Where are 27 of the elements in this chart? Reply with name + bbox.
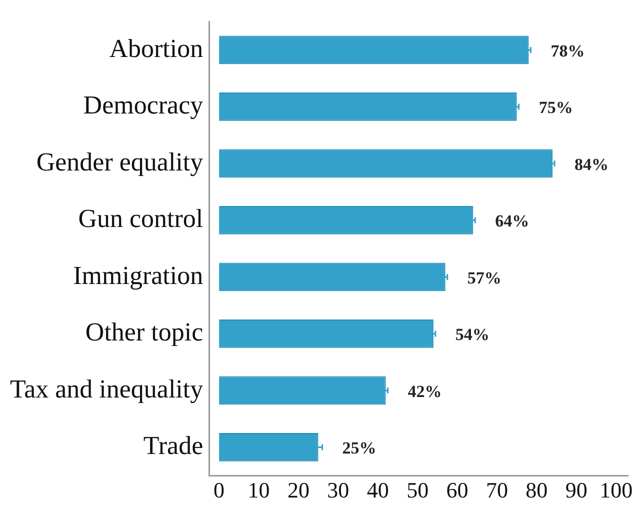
y-tick-label: Gender equality (36, 147, 204, 176)
x-tick-label: 40 (366, 478, 389, 503)
x-tick-label: 80 (526, 478, 548, 503)
x-tick-label: 100 (600, 478, 633, 503)
x-tick-label: 0 (214, 478, 225, 503)
x-tick-label: 50 (406, 478, 429, 503)
data-label: 42% (408, 382, 442, 401)
x-tick-label: 60 (446, 478, 468, 503)
x-tick-label: 10 (248, 478, 270, 503)
data-label: 25% (342, 438, 376, 458)
data-label: 75% (538, 98, 573, 118)
x-tick-label: 20 (287, 478, 310, 503)
x-tick-label: 30 (327, 478, 350, 503)
y-tick-label: Immigration (73, 260, 204, 290)
x-tick-label: 90 (565, 478, 588, 503)
data-label: 84% (574, 154, 609, 174)
y-tick-label: Abortion (109, 34, 204, 63)
y-tick-label: Other topic (85, 318, 204, 347)
y-tick-label: Gun control (78, 204, 204, 234)
x-tick-label: 70 (486, 478, 508, 503)
data-label: 57% (467, 268, 502, 288)
data-label: 64% (495, 212, 530, 231)
y-tick-label: Tax and inequality (10, 374, 204, 404)
data-label: 54% (455, 325, 490, 344)
data-label: 78% (550, 41, 585, 60)
y-tick-label: Democracy (83, 90, 204, 120)
y-tick-label: Trade (143, 431, 204, 460)
